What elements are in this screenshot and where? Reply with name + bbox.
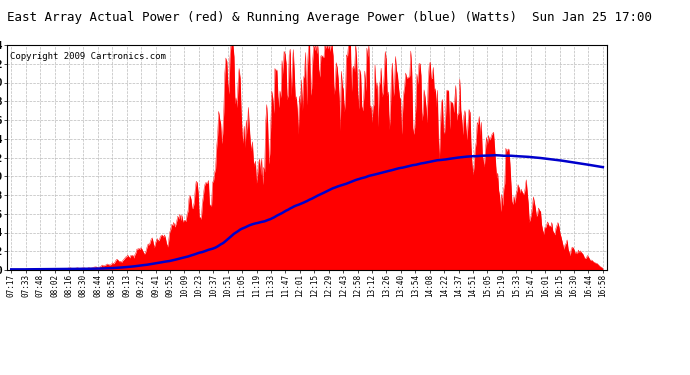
Text: East Array Actual Power (red) & Running Average Power (blue) (Watts)  Sun Jan 25: East Array Actual Power (red) & Running … — [7, 11, 652, 24]
Text: Copyright 2009 Cartronics.com: Copyright 2009 Cartronics.com — [10, 52, 166, 61]
